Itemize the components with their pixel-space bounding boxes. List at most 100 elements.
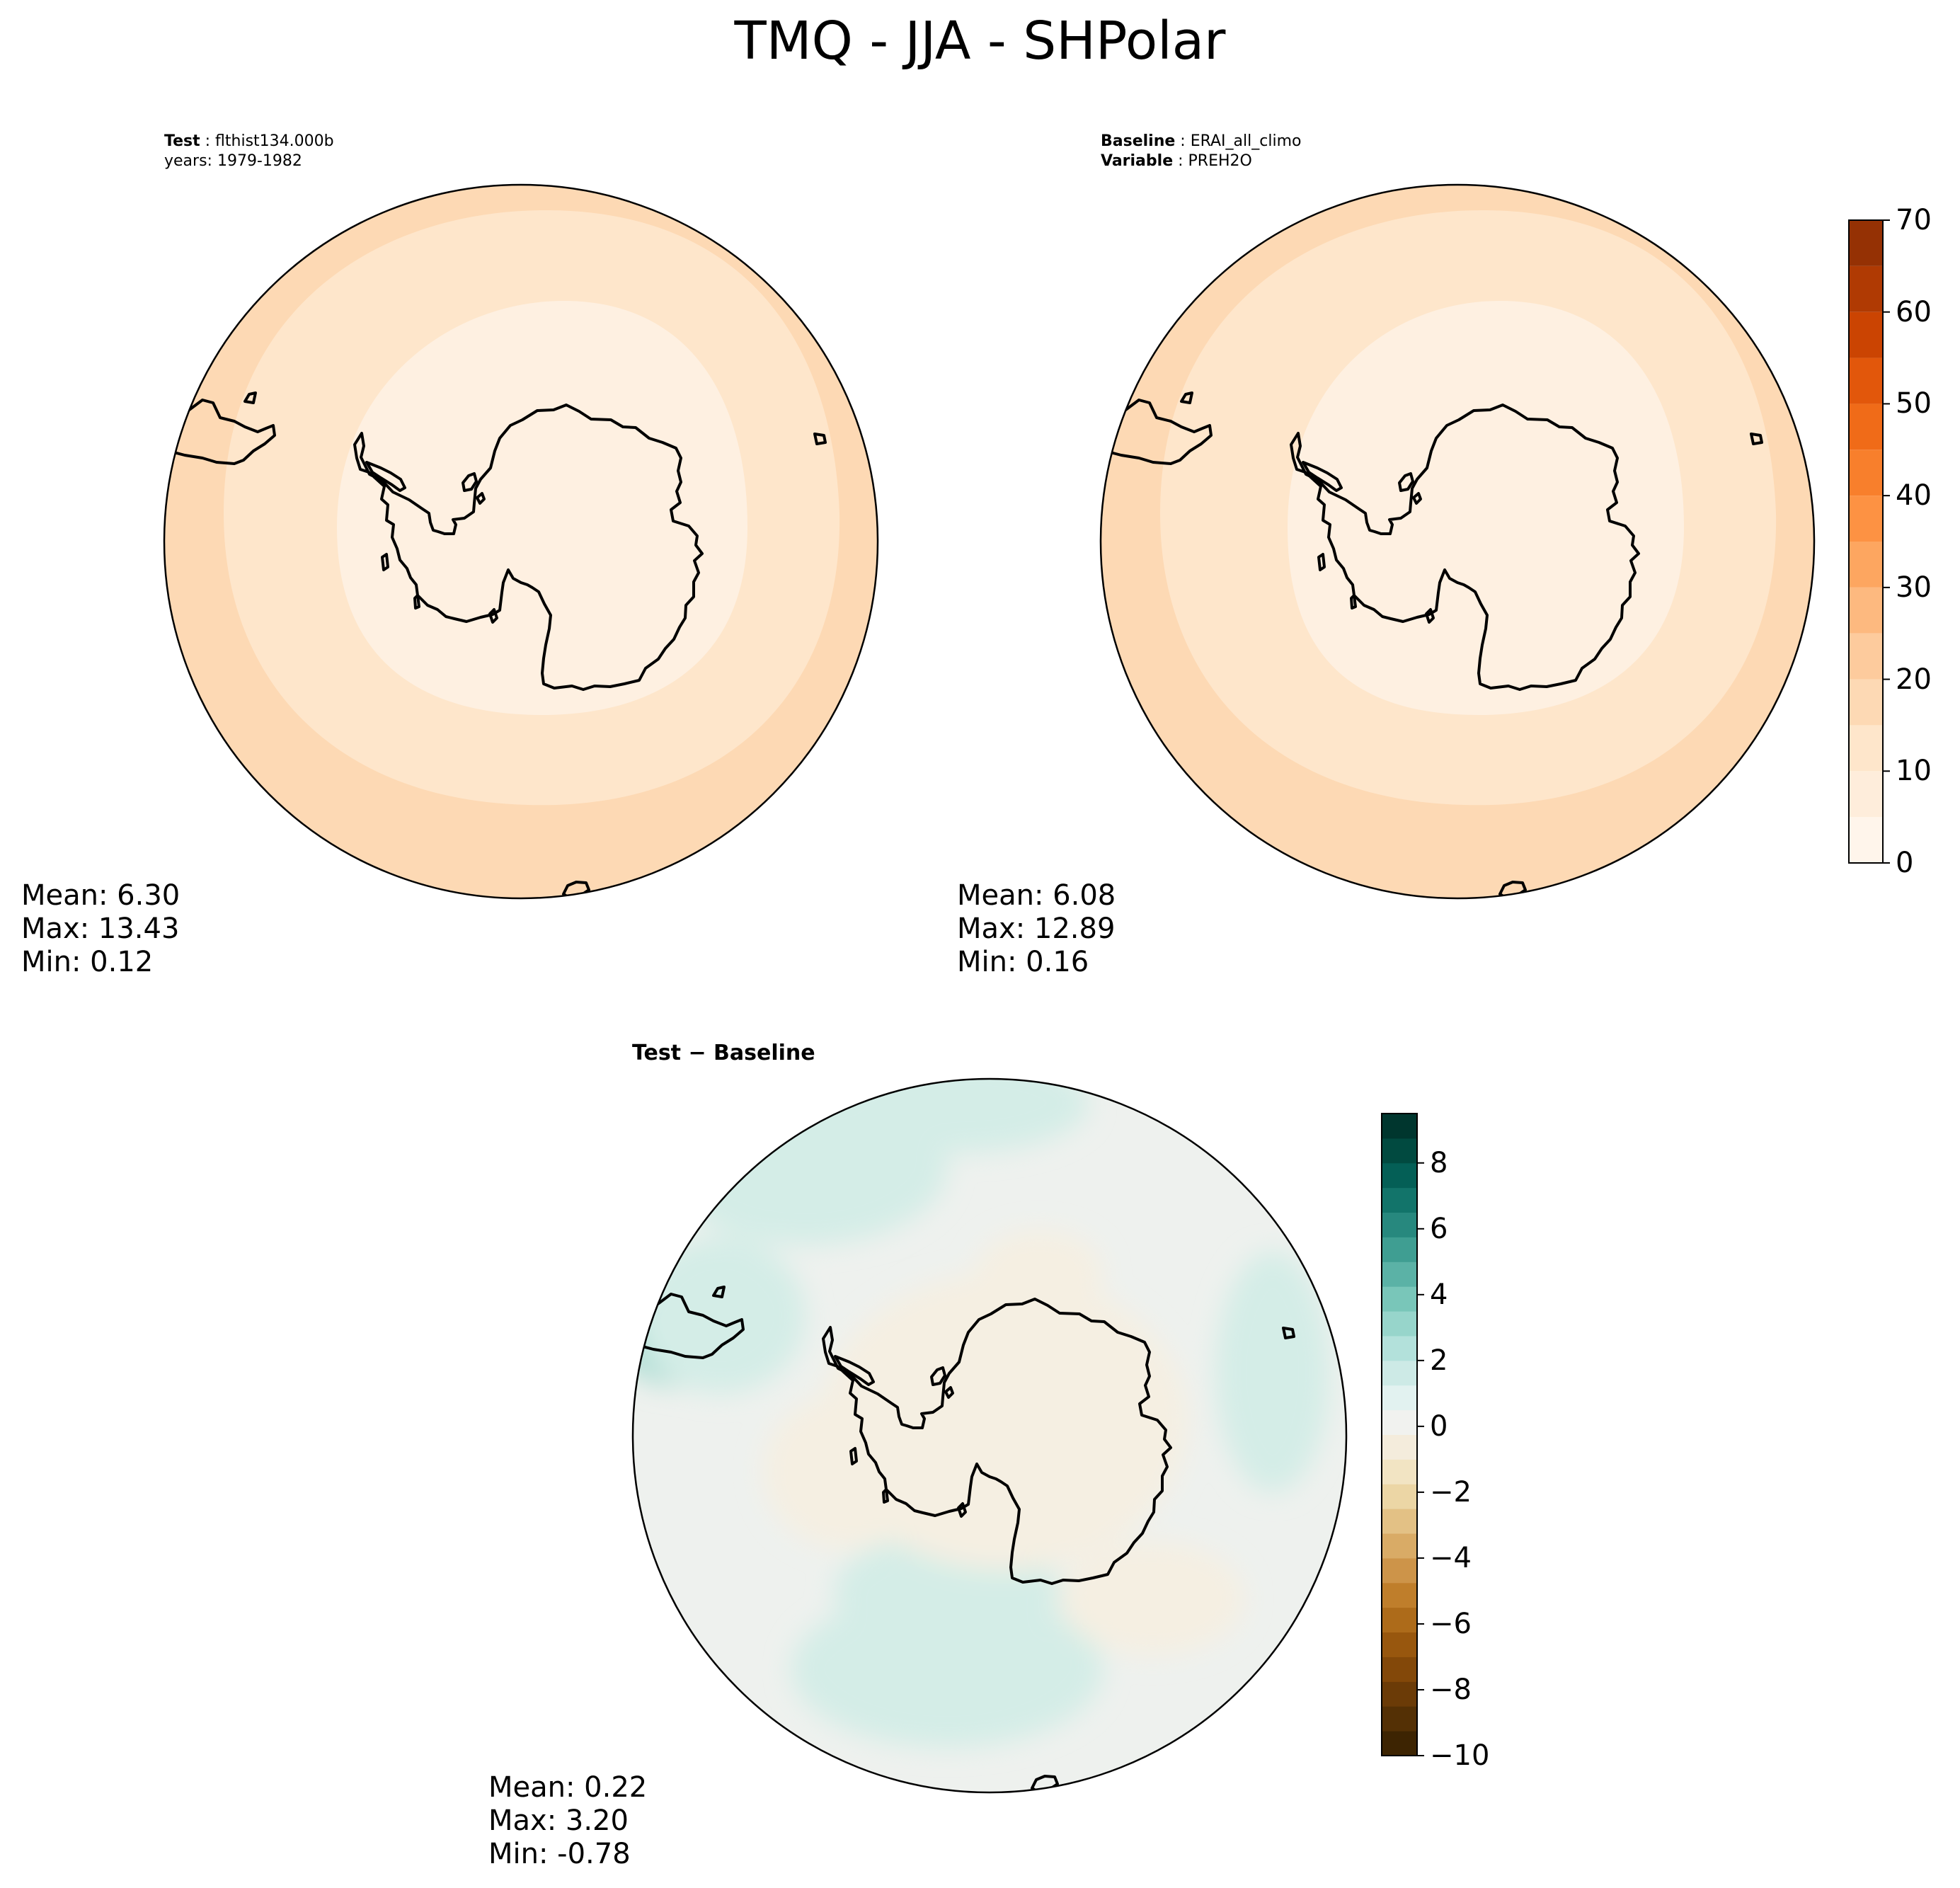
diff-colorbar-segment	[1382, 1509, 1417, 1534]
test-map	[163, 183, 879, 900]
diff-stat-mean: Mean: 0.22	[488, 1771, 648, 1804]
baseline-stat-max: Max: 12.89	[957, 912, 1116, 945]
diff-colorbar-tick-label: 0	[1430, 1409, 1448, 1443]
base-map	[1099, 183, 1816, 900]
diff-colorbar-segment	[1382, 1187, 1417, 1213]
figure-title: TMQ - JJA - SHPolar	[734, 11, 1226, 71]
baseline-header: Baseline : ERAI_all_climo	[1101, 132, 1302, 150]
diff-colorbar-segment	[1382, 1607, 1417, 1633]
diff-blob-n	[834, 1079, 1089, 1152]
diff-colorbar-tick-label: 6	[1430, 1212, 1448, 1245]
baseline-variable-sep: :	[1173, 152, 1188, 170]
diff-colorbar-segment	[1382, 1162, 1417, 1189]
diff-stats: Mean: 0.22 Max: 3.20 Min: -0.78	[488, 1771, 647, 1871]
diff-colorbar-segment	[1382, 1286, 1417, 1312]
baseline-stat-mean: Mean: 6.08	[957, 879, 1116, 912]
main-colorbar-tick-label: 0	[1896, 847, 1914, 879]
main-colorbar-segment	[1849, 725, 1883, 772]
diff-colorbar-segment	[1382, 1385, 1417, 1411]
diff-colorbar-segment	[1382, 1681, 1417, 1707]
diff-blob-center-w	[763, 1393, 933, 1549]
diff-blob-se	[1060, 1542, 1244, 1655]
diff-colorbar-tick-label: −10	[1430, 1739, 1490, 1772]
test-stat-mean: Mean: 6.30	[21, 879, 180, 912]
diff-colorbar-segment	[1382, 1212, 1417, 1237]
test-header-value: flthist134.000b	[215, 132, 334, 150]
main-colorbar-tick-label: 30	[1896, 571, 1932, 604]
diff-colorbar-segment	[1382, 1632, 1417, 1657]
diff-colorbar-tick-label: −4	[1430, 1541, 1472, 1574]
main-colorbar-tick-label: 50	[1896, 387, 1932, 420]
diff-colorbar-frame	[1381, 1113, 1418, 1756]
baseline-variable-value: PREH2O	[1188, 152, 1252, 170]
main-colorbar-tick-label: 10	[1896, 755, 1932, 788]
test-header-label: Test	[164, 132, 200, 150]
diff-colorbar-segment	[1382, 1237, 1417, 1262]
diff-colorbar-segment	[1382, 1533, 1417, 1559]
diff-colorbar-segment	[1382, 1114, 1417, 1139]
main-colorbar-segment	[1849, 496, 1883, 542]
baseline-variable: Variable : PREH2O	[1101, 152, 1252, 170]
main-colorbar	[1848, 219, 1890, 864]
diff-colorbar-tick-label: 4	[1430, 1278, 1448, 1311]
diff-colorbar-segment	[1382, 1582, 1417, 1608]
main-colorbar-tick-label: 20	[1896, 663, 1932, 696]
main-colorbar-tick-label: 60	[1896, 295, 1932, 328]
main-colorbar-segment	[1849, 450, 1883, 496]
main-colorbar-tick-label: 70	[1896, 204, 1932, 236]
diff-blob-w	[636, 1237, 806, 1393]
diff-map	[631, 1077, 1348, 1794]
diff-colorbar	[1381, 1113, 1424, 1756]
diff-colorbar-tick-label: 8	[1430, 1146, 1448, 1179]
test-stat-min: Min: 0.12	[21, 946, 154, 978]
base-map-boundary	[1099, 183, 1816, 900]
main-colorbar-segment	[1849, 679, 1883, 726]
diff-colorbar-segment	[1382, 1409, 1417, 1435]
diff-stat-min: Min: -0.78	[488, 1838, 631, 1870]
diff-colorbar-segment	[1382, 1459, 1417, 1484]
test-header-sep: :	[200, 132, 216, 150]
diff-map-boundary	[631, 1077, 1348, 1794]
diff-colorbar-segment	[1382, 1484, 1417, 1509]
main-colorbar-tick-label: 40	[1896, 479, 1932, 513]
diff-colorbar-segment	[1382, 1557, 1417, 1584]
base-band-inner	[1288, 301, 1684, 715]
test-header: Test : flthist134.000b	[164, 132, 334, 150]
diff-stat-max: Max: 3.20	[488, 1804, 629, 1837]
diff-colorbar-segment	[1382, 1657, 1417, 1682]
main-colorbar-segment	[1849, 542, 1883, 588]
diff-colorbar-segment	[1382, 1706, 1417, 1732]
test-stats: Mean: 6.30 Max: 13.43 Min: 0.12	[21, 879, 180, 979]
main-colorbar-segment	[1849, 265, 1883, 312]
diff-colorbar-segment	[1382, 1261, 1417, 1287]
diff-colorbar-tick-label: −6	[1430, 1607, 1472, 1640]
diff-title: Test − Baseline	[632, 1041, 815, 1065]
main-colorbar-frame	[1848, 219, 1884, 864]
main-colorbar-segment	[1849, 311, 1883, 358]
baseline-stat-min: Min: 0.16	[957, 946, 1089, 978]
diff-colorbar-tick-label: −2	[1430, 1475, 1472, 1509]
test-stat-max: Max: 13.43	[21, 912, 180, 945]
diff-blob-center-n	[975, 1230, 1103, 1315]
diff-colorbar-segment	[1382, 1335, 1417, 1361]
baseline-header-sep: :	[1175, 132, 1191, 150]
baseline-variable-label: Variable	[1101, 152, 1174, 170]
main-colorbar-segment	[1849, 771, 1883, 818]
diff-blob-e	[1216, 1252, 1329, 1492]
main-colorbar-segment	[1849, 404, 1883, 450]
baseline-stats: Mean: 6.08 Max: 12.89 Min: 0.16	[957, 879, 1116, 979]
main-colorbar-segment	[1849, 817, 1883, 863]
diff-colorbar-segment	[1382, 1138, 1417, 1164]
main-colorbar-segment	[1849, 587, 1883, 634]
main-colorbar-segment	[1849, 357, 1883, 404]
diff-colorbar-segment	[1382, 1360, 1417, 1386]
baseline-header-label: Baseline	[1101, 132, 1176, 150]
diff-colorbar-segment	[1382, 1731, 1417, 1756]
diff-colorbar-tick-label: −8	[1430, 1673, 1472, 1706]
test-map-boundary	[163, 183, 879, 900]
baseline-header-value: ERAI_all_climo	[1190, 132, 1302, 150]
main-colorbar-segment	[1849, 220, 1883, 266]
diff-colorbar-segment	[1382, 1434, 1417, 1460]
